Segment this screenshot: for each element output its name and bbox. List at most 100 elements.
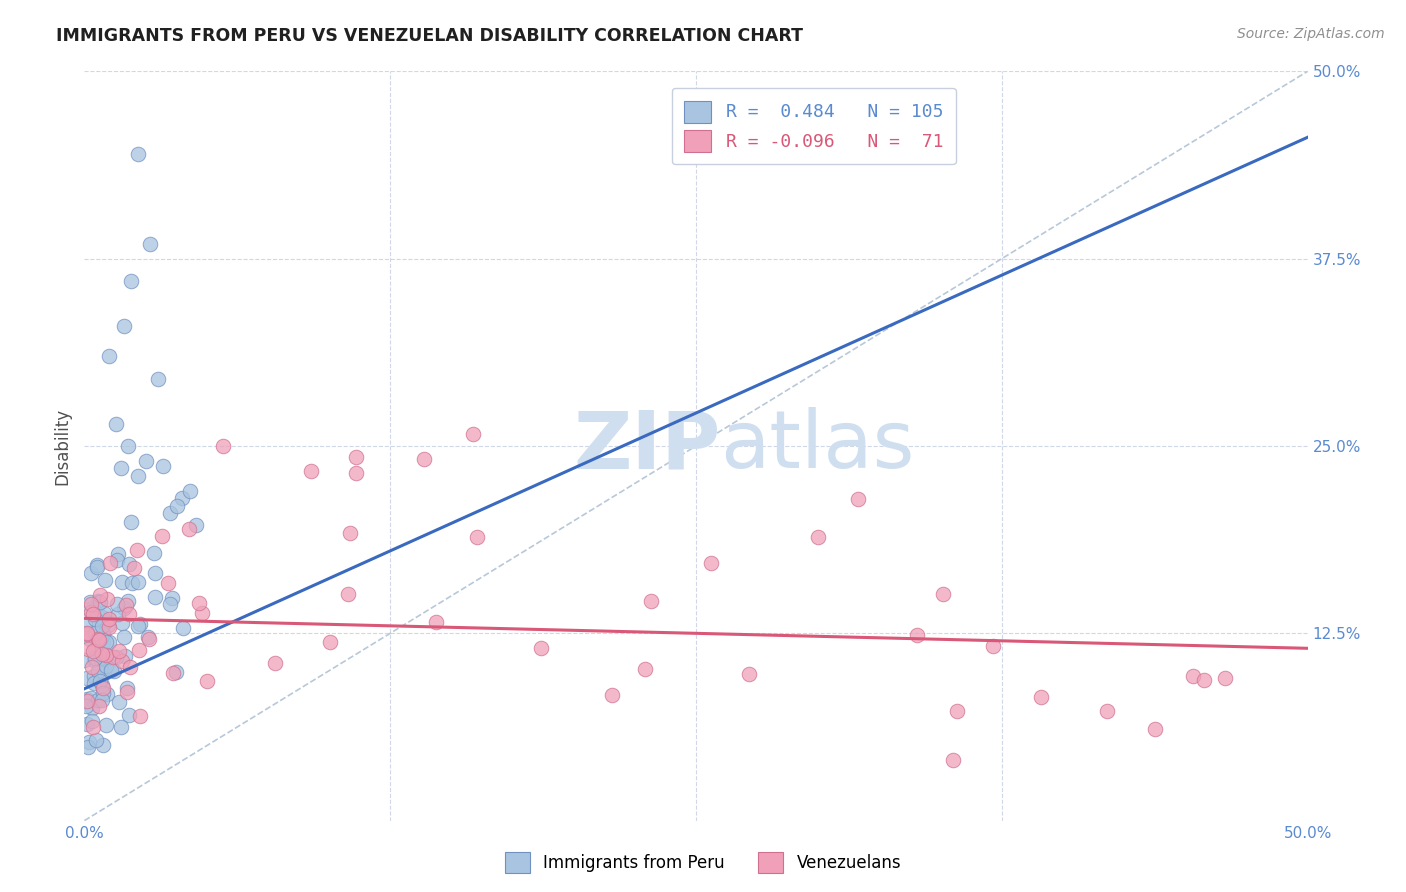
Point — [143, 566, 166, 580]
Point — [76, 692, 98, 706]
Point — [91, 635, 114, 649]
Point — [91, 619, 114, 633]
Y-axis label: Disability: Disability — [53, 408, 72, 484]
Point — [90, 631, 112, 645]
Point — [465, 530, 488, 544]
Point — [138, 630, 160, 644]
Point — [600, 689, 623, 703]
Point — [135, 454, 157, 468]
Point — [264, 656, 287, 670]
Point — [640, 594, 662, 608]
Point — [77, 735, 100, 749]
Text: IMMIGRANTS FROM PERU VS VENEZUELAN DISABILITY CORRELATION CHART: IMMIGRANTS FROM PERU VS VENEZUELAN DISAB… — [56, 27, 803, 45]
Point — [103, 664, 125, 678]
Point — [94, 648, 117, 662]
Point — [96, 591, 118, 606]
Point — [98, 635, 121, 649]
Point — [117, 607, 139, 622]
Point — [179, 523, 201, 537]
Point — [75, 626, 97, 640]
Point — [107, 547, 129, 561]
Point — [846, 492, 869, 507]
Point — [125, 542, 148, 557]
Point — [156, 575, 179, 590]
Point — [1097, 704, 1119, 718]
Point — [91, 738, 114, 752]
Point — [93, 665, 115, 680]
Point — [89, 650, 111, 665]
Point — [76, 694, 98, 708]
Point — [172, 620, 194, 634]
Point — [82, 720, 104, 734]
Point — [87, 693, 110, 707]
Point — [195, 673, 218, 688]
Point — [96, 687, 118, 701]
Point — [981, 639, 1004, 653]
Point — [94, 718, 117, 732]
Point — [806, 530, 828, 544]
Point — [165, 665, 187, 680]
Point — [100, 652, 122, 666]
Point — [1181, 669, 1204, 683]
Point — [89, 588, 111, 602]
Point — [118, 708, 141, 723]
Text: atlas: atlas — [720, 407, 915, 485]
Point — [86, 560, 108, 574]
Point — [1192, 673, 1215, 687]
Point — [94, 651, 117, 665]
Point — [108, 695, 131, 709]
Point — [83, 676, 105, 690]
Point — [76, 671, 98, 685]
Point — [79, 632, 101, 646]
Point — [73, 653, 96, 667]
Point — [105, 417, 128, 431]
Point — [1213, 671, 1236, 685]
Point — [87, 619, 110, 633]
Point — [101, 650, 124, 665]
Point — [186, 518, 208, 533]
Point — [634, 662, 657, 676]
Point — [93, 606, 115, 620]
Point — [80, 605, 103, 619]
Point — [159, 507, 181, 521]
Point — [94, 658, 117, 673]
Point — [112, 630, 135, 644]
Point — [127, 146, 149, 161]
Point — [139, 236, 162, 251]
Point — [191, 607, 214, 621]
Point — [159, 597, 181, 611]
Point — [93, 574, 115, 588]
Point — [128, 617, 150, 632]
Point — [98, 556, 121, 570]
Point — [89, 595, 111, 609]
Point — [110, 461, 132, 475]
Point — [187, 595, 209, 609]
Point — [1143, 722, 1166, 736]
Point — [105, 553, 128, 567]
Point — [117, 557, 139, 571]
Point — [76, 627, 98, 641]
Point — [97, 618, 120, 632]
Point — [127, 575, 149, 590]
Point — [100, 663, 122, 677]
Point — [87, 698, 110, 713]
Point — [104, 649, 127, 664]
Point — [212, 439, 235, 453]
Legend: R =  0.484   N = 105, R = -0.096   N =  71: R = 0.484 N = 105, R = -0.096 N = 71 — [672, 88, 956, 164]
Point — [127, 469, 149, 483]
Point — [111, 654, 134, 668]
Point — [87, 664, 110, 678]
Point — [91, 648, 114, 662]
Point — [93, 627, 115, 641]
Point — [117, 685, 139, 699]
Point — [80, 598, 103, 612]
Point — [96, 635, 118, 649]
Point — [530, 640, 553, 655]
Point — [336, 587, 359, 601]
Point — [117, 681, 139, 695]
Point — [112, 601, 135, 615]
Point — [138, 632, 160, 646]
Point — [905, 628, 928, 642]
Point — [700, 556, 723, 570]
Point — [166, 499, 188, 513]
